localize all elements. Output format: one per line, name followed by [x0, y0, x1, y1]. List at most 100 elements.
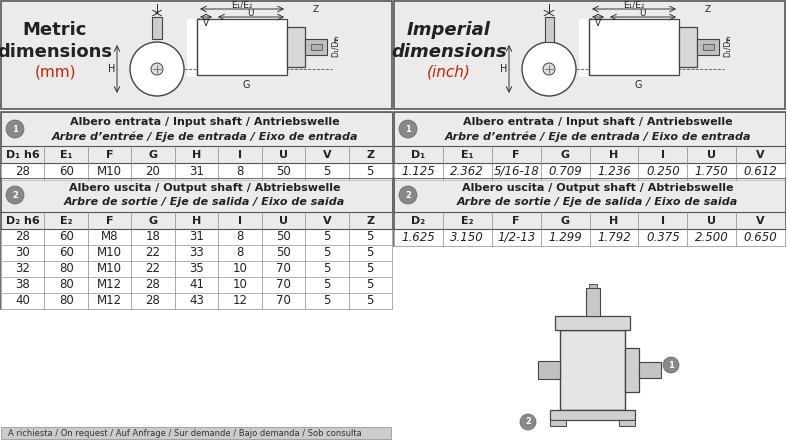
Text: 5: 5 [367, 231, 374, 243]
Bar [394, 163, 785, 180]
Text: D₁ h6: D₁ h6 [6, 149, 39, 160]
Text: V: V [595, 19, 601, 27]
Text: Arbre de sortie / Eje de salida / Eixo de saida: Arbre de sortie / Eje de salida / Eixo d… [64, 198, 345, 207]
Text: Z: Z [705, 4, 711, 14]
Text: 2.362: 2.362 [450, 165, 484, 178]
Text: 1: 1 [668, 360, 674, 370]
Text: F: F [106, 216, 113, 225]
Text: 12: 12 [232, 295, 247, 307]
Circle shape [399, 120, 417, 138]
Bar [394, 212, 785, 229]
Text: Metric: Metric [23, 21, 87, 39]
Text: 43: 43 [189, 295, 204, 307]
Text: Z: Z [313, 4, 319, 14]
Text: 2: 2 [12, 191, 18, 199]
Text: 28: 28 [15, 165, 30, 178]
Text: F: F [106, 149, 113, 160]
Text: V: V [203, 19, 209, 27]
Circle shape [520, 414, 536, 430]
Text: 70: 70 [276, 295, 291, 307]
Text: H: H [192, 149, 201, 160]
Text: 38: 38 [16, 279, 30, 292]
Text: 1/2-13: 1/2-13 [497, 231, 535, 244]
Text: G: G [149, 149, 157, 160]
Text: G: G [242, 80, 250, 90]
Text: E₁/E₂: E₁/E₂ [231, 0, 253, 10]
Circle shape [663, 357, 679, 373]
Text: 0.375: 0.375 [646, 231, 680, 244]
Text: 80: 80 [59, 295, 73, 307]
Text: 20: 20 [146, 165, 161, 178]
Text: 0.709: 0.709 [549, 165, 582, 178]
Text: I: I [548, 4, 550, 14]
Bar [560, 330, 625, 410]
Text: D₂: D₂ [412, 216, 426, 225]
Text: D₁/D₂: D₁/D₂ [331, 37, 339, 57]
Text: M10: M10 [97, 165, 122, 178]
Text: 8: 8 [236, 231, 244, 243]
Text: 5: 5 [323, 295, 331, 307]
Text: 5: 5 [323, 279, 331, 292]
Text: H: H [109, 64, 116, 74]
Bar [619, 420, 635, 426]
Text: M10: M10 [97, 262, 122, 276]
Bar [1, 212, 392, 229]
Text: F: F [725, 37, 730, 46]
Text: 1: 1 [405, 124, 411, 134]
Text: E₁: E₁ [461, 149, 474, 160]
Text: I: I [156, 4, 158, 14]
Text: D₁: D₁ [412, 149, 426, 160]
Ellipse shape [585, 19, 597, 75]
Text: 31: 31 [189, 165, 204, 178]
Text: 5: 5 [367, 262, 374, 276]
Circle shape [522, 42, 576, 96]
Bar [152, 17, 162, 39]
Text: 0.650: 0.650 [744, 231, 778, 244]
Text: 8: 8 [236, 247, 244, 259]
Text: U: U [248, 8, 254, 18]
Bar [1, 229, 392, 245]
Text: 32: 32 [15, 262, 30, 276]
Text: 22: 22 [146, 262, 161, 276]
Text: dimensions: dimensions [391, 43, 507, 61]
Bar [545, 17, 553, 42]
Bar [311, 44, 322, 50]
Text: H: H [501, 64, 508, 74]
Text: U: U [279, 149, 288, 160]
Text: 10: 10 [232, 262, 247, 276]
Text: U: U [279, 216, 288, 225]
Text: 30: 30 [16, 247, 30, 259]
Text: 28: 28 [15, 231, 30, 243]
Text: I: I [661, 216, 665, 225]
Text: V: V [323, 149, 331, 160]
Text: Arbre de sortie / Eje de salida / Eixo de saida: Arbre de sortie / Eje de salida / Eixo d… [457, 198, 738, 207]
Text: 1: 1 [12, 124, 18, 134]
Text: 3.150: 3.150 [450, 231, 484, 244]
Bar [1, 178, 392, 309]
Text: 1.125: 1.125 [401, 165, 435, 178]
Text: Albero entrata / Input shaft / Antriebswelle: Albero entrata / Input shaft / Antriebsw… [463, 117, 733, 127]
Bar [394, 112, 785, 146]
Text: 1.625: 1.625 [401, 231, 435, 244]
Text: 35: 35 [189, 262, 204, 276]
Bar [197, 19, 287, 75]
Bar [305, 39, 327, 55]
Bar [639, 362, 661, 378]
Text: 2: 2 [525, 418, 531, 426]
Text: U: U [640, 8, 646, 18]
Circle shape [151, 63, 163, 75]
Text: Albero entrata / Input shaft / Antriebswelle: Albero entrata / Input shaft / Antriebsw… [70, 117, 339, 127]
Bar [394, 178, 785, 212]
Text: 0.250: 0.250 [646, 165, 680, 178]
Text: Imperial: Imperial [407, 21, 491, 39]
Text: 2.500: 2.500 [695, 231, 729, 244]
Text: Z: Z [366, 149, 375, 160]
Text: (mm): (mm) [35, 64, 76, 79]
Text: F: F [512, 216, 520, 225]
Bar [555, 316, 630, 330]
Text: 8: 8 [236, 165, 244, 178]
Text: 5: 5 [367, 247, 374, 259]
Text: 41: 41 [189, 279, 204, 292]
Text: dimensions: dimensions [0, 43, 113, 61]
Text: 5/16-18: 5/16-18 [493, 165, 539, 178]
